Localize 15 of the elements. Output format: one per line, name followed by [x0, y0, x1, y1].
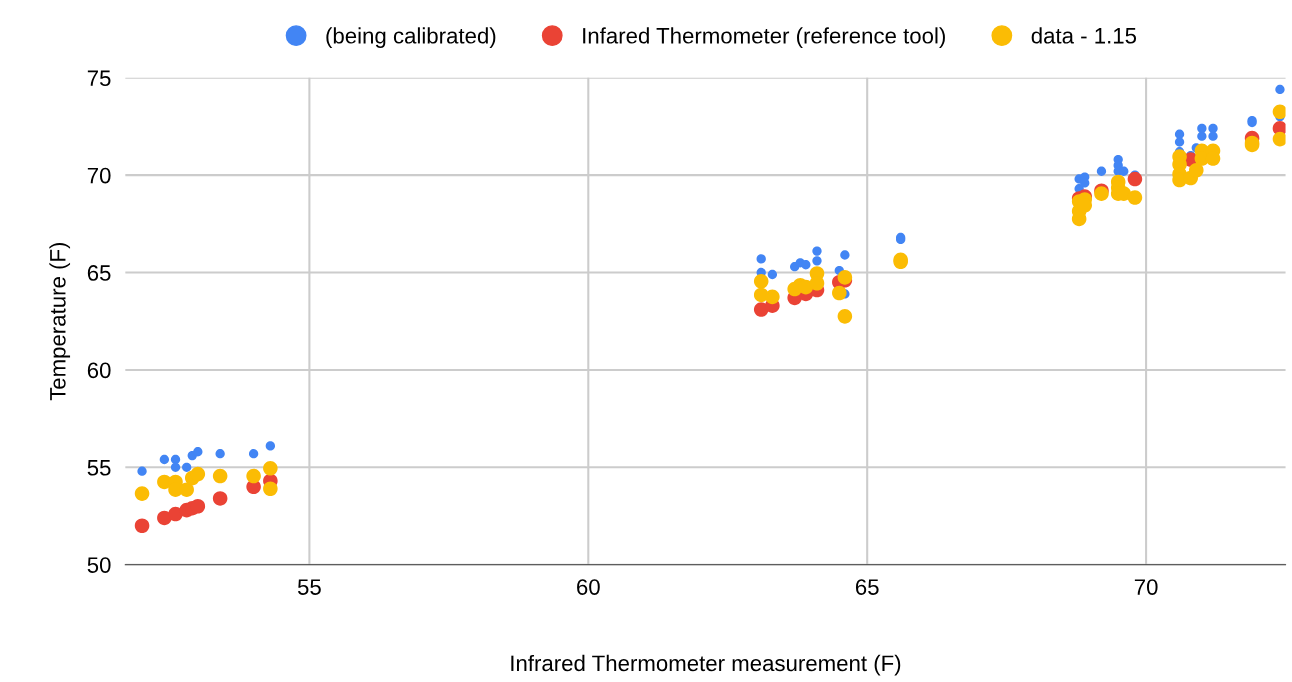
- y-tick-label: 55: [87, 460, 111, 476]
- legend-label: data - 1.15: [1031, 27, 1137, 44]
- y-tick-label: 50: [87, 557, 111, 573]
- x-axis-title: Infrared Thermometer measurement (F): [511, 654, 901, 676]
- x-tick-label: 70: [1134, 579, 1158, 595]
- y-tick-label: 60: [87, 362, 111, 379]
- y-tick-label: 70: [87, 167, 111, 184]
- y-tick-label: 75: [87, 70, 111, 87]
- y-axis-title: Temperature (F): [49, 242, 71, 401]
- x-tick-label: 60: [577, 579, 600, 595]
- x-tick-label: 55: [297, 579, 321, 595]
- x-tick-label: 65: [855, 579, 879, 595]
- y-tick-label: 65: [87, 265, 111, 281]
- legend-label: (being calibrated): [326, 27, 496, 49]
- legend-label: Infared Thermometer (reference tool): [583, 27, 945, 48]
